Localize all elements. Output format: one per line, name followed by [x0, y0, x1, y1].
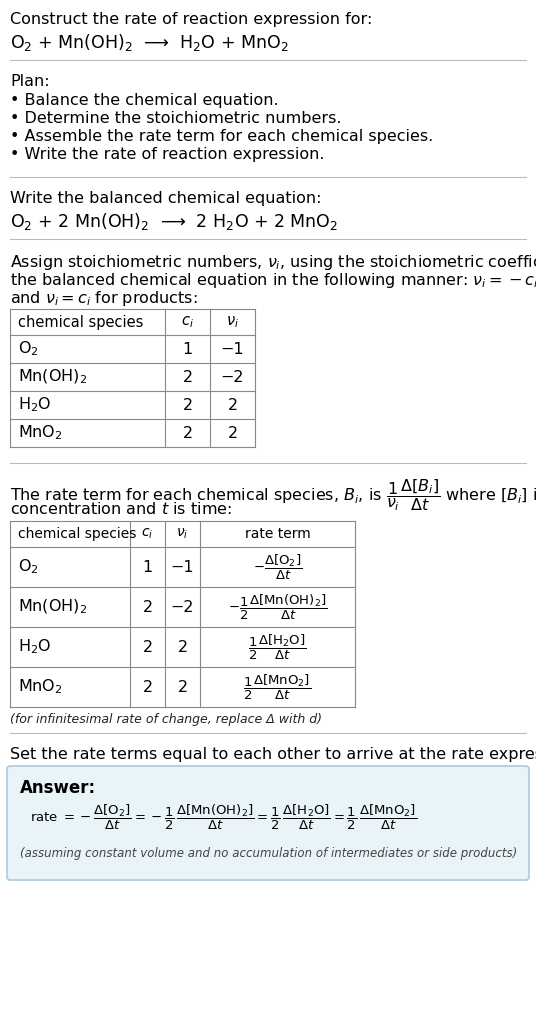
Text: Plan:: Plan:: [10, 74, 50, 89]
Text: $\mathregular{O_2}$ + 2 $\mathregular{Mn(OH)_2}$  ⟶  2 $\mathregular{H_2O}$ + 2 : $\mathregular{O_2}$ + 2 $\mathregular{Mn…: [10, 211, 338, 232]
Text: chemical species: chemical species: [18, 527, 136, 541]
Text: $\mathregular{H_2O}$: $\mathregular{H_2O}$: [18, 638, 51, 656]
Text: the balanced chemical equation in the following manner: $\nu_i = -c_i$ for react: the balanced chemical equation in the fo…: [10, 271, 536, 290]
Text: $\dfrac{1}{2}\dfrac{\Delta[\mathrm{MnO_2}]}{\Delta t}$: $\dfrac{1}{2}\dfrac{\Delta[\mathrm{MnO_2…: [243, 673, 311, 701]
Text: $\mathregular{Mn(OH)_2}$: $\mathregular{Mn(OH)_2}$: [18, 368, 87, 386]
Text: (for infinitesimal rate of change, replace Δ with d): (for infinitesimal rate of change, repla…: [10, 713, 322, 726]
Text: 2: 2: [143, 640, 153, 654]
Text: chemical species: chemical species: [18, 314, 143, 330]
Text: rate term: rate term: [244, 527, 310, 541]
Text: and $\nu_i = c_i$ for products:: and $\nu_i = c_i$ for products:: [10, 289, 198, 308]
Text: 1: 1: [182, 341, 192, 356]
Text: 2: 2: [182, 397, 192, 413]
Text: (assuming constant volume and no accumulation of intermediates or side products): (assuming constant volume and no accumul…: [20, 847, 517, 860]
Text: $\mathregular{MnO_2}$: $\mathregular{MnO_2}$: [18, 678, 63, 696]
Text: Construct the rate of reaction expression for:: Construct the rate of reaction expressio…: [10, 12, 373, 27]
Text: concentration and $t$ is time:: concentration and $t$ is time:: [10, 501, 232, 517]
Text: 1: 1: [143, 559, 153, 574]
Text: $\mathregular{O_2}$: $\mathregular{O_2}$: [18, 340, 39, 358]
Text: $c_i$: $c_i$: [142, 526, 154, 542]
Text: 2: 2: [177, 680, 188, 694]
Text: rate $= -\dfrac{\Delta[\mathrm{O_2}]}{\Delta t} = -\dfrac{1}{2}\,\dfrac{\Delta[\: rate $= -\dfrac{\Delta[\mathrm{O_2}]}{\D…: [30, 803, 417, 833]
Text: 2: 2: [177, 640, 188, 654]
Text: $\dfrac{1}{2}\dfrac{\Delta[\mathrm{H_2O}]}{\Delta t}$: $\dfrac{1}{2}\dfrac{\Delta[\mathrm{H_2O}…: [248, 633, 307, 662]
Text: • Balance the chemical equation.: • Balance the chemical equation.: [10, 93, 279, 108]
Text: • Assemble the rate term for each chemical species.: • Assemble the rate term for each chemic…: [10, 129, 433, 144]
Text: Answer:: Answer:: [20, 779, 96, 797]
Text: Write the balanced chemical equation:: Write the balanced chemical equation:: [10, 191, 322, 206]
Text: $\nu_i$: $\nu_i$: [176, 526, 189, 542]
FancyBboxPatch shape: [7, 766, 529, 880]
Text: 2: 2: [143, 680, 153, 694]
Text: −2: −2: [171, 599, 194, 614]
Text: 2: 2: [227, 426, 237, 440]
Text: $\mathregular{H_2O}$: $\mathregular{H_2O}$: [18, 395, 51, 415]
Text: 2: 2: [227, 397, 237, 413]
Text: • Write the rate of reaction expression.: • Write the rate of reaction expression.: [10, 147, 324, 162]
Text: −2: −2: [221, 370, 244, 384]
Text: The rate term for each chemical species, $B_i$, is $\dfrac{1}{\nu_i}\dfrac{\Delt: The rate term for each chemical species,…: [10, 477, 536, 513]
Text: 2: 2: [182, 370, 192, 384]
Text: −1: −1: [170, 559, 195, 574]
Text: $\nu_i$: $\nu_i$: [226, 314, 239, 330]
Text: $\mathregular{Mn(OH)_2}$: $\mathregular{Mn(OH)_2}$: [18, 598, 87, 616]
Text: 2: 2: [182, 426, 192, 440]
Text: $c_i$: $c_i$: [181, 314, 194, 330]
Text: $\mathregular{O_2}$: $\mathregular{O_2}$: [18, 558, 39, 577]
Text: $-\dfrac{\Delta[\mathrm{O_2}]}{\Delta t}$: $-\dfrac{\Delta[\mathrm{O_2}]}{\Delta t}…: [253, 552, 302, 582]
Text: $\mathregular{MnO_2}$: $\mathregular{MnO_2}$: [18, 424, 63, 442]
Text: Assign stoichiometric numbers, $\nu_i$, using the stoichiometric coefficients, $: Assign stoichiometric numbers, $\nu_i$, …: [10, 253, 536, 272]
Text: $-\dfrac{1}{2}\dfrac{\Delta[\mathrm{Mn(OH)_2}]}{\Delta t}$: $-\dfrac{1}{2}\dfrac{\Delta[\mathrm{Mn(O…: [228, 593, 327, 622]
Text: −1: −1: [221, 341, 244, 356]
Text: • Determine the stoichiometric numbers.: • Determine the stoichiometric numbers.: [10, 111, 341, 126]
Text: Set the rate terms equal to each other to arrive at the rate expression:: Set the rate terms equal to each other t…: [10, 746, 536, 762]
Text: $\mathregular{O_2}$ + $\mathregular{Mn(OH)_2}$  ⟶  $\mathregular{H_2O}$ + $\math: $\mathregular{O_2}$ + $\mathregular{Mn(O…: [10, 32, 288, 53]
Text: 2: 2: [143, 599, 153, 614]
